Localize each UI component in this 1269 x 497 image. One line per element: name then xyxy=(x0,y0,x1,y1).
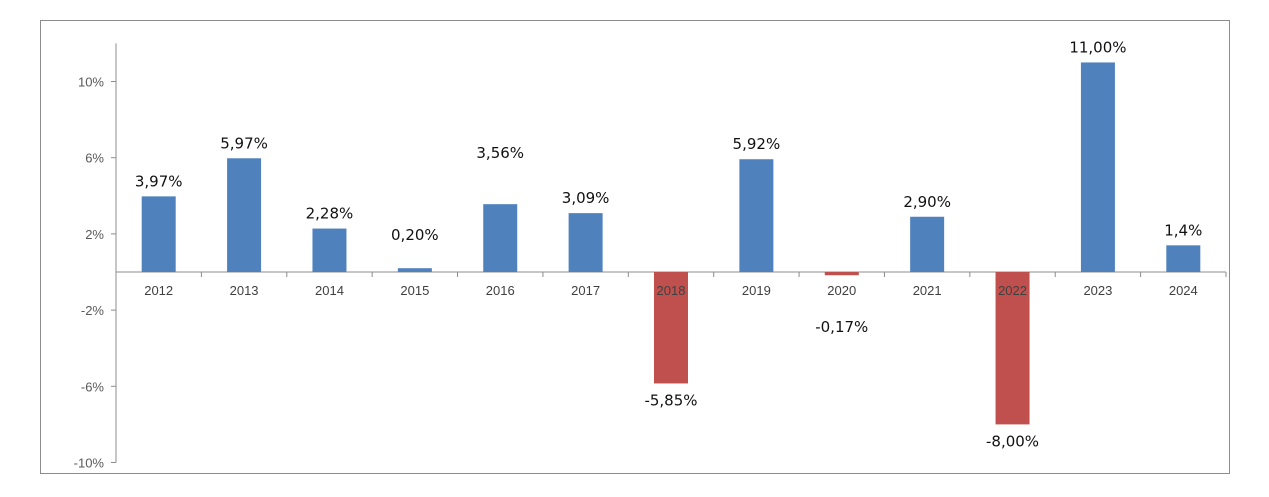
bar-2015 xyxy=(397,268,432,272)
data-label-2023: 11,00% xyxy=(1069,38,1126,56)
x-tick-label: 2017 xyxy=(571,283,600,298)
x-tick-label: 2022 xyxy=(998,283,1027,298)
bar-2020 xyxy=(824,272,859,276)
x-tick-label: 2012 xyxy=(144,283,173,298)
x-tick-label: 2014 xyxy=(315,283,344,298)
x-tick-label: 2021 xyxy=(913,283,942,298)
x-tick-label: 2020 xyxy=(827,283,856,298)
x-tick-label: 2024 xyxy=(1169,283,1198,298)
data-label-2021: 2,90% xyxy=(903,193,951,211)
x-tick-label: 2023 xyxy=(1083,283,1112,298)
bar-2013 xyxy=(227,158,262,272)
data-label-2020: -0,17% xyxy=(815,318,868,336)
data-label-2022: -8,00% xyxy=(986,432,1039,450)
x-tick-label: 2013 xyxy=(230,283,259,298)
x-tick-label: 2015 xyxy=(400,283,429,298)
chart-bars xyxy=(141,62,1201,425)
bar-2018 xyxy=(654,272,688,384)
x-tick-label: 2018 xyxy=(657,283,686,298)
chart-frame xyxy=(40,20,1230,474)
bar-2024 xyxy=(1166,245,1201,272)
bar-2016 xyxy=(483,204,518,272)
chart-labels: 2012 3,97% 2013 5,97% 2014 2,28% 2015 0,20% 2016… xyxy=(135,38,1202,450)
y-tick-label: -10% xyxy=(74,456,105,471)
data-label-2013: 5,97% xyxy=(220,134,268,152)
bar-2019 xyxy=(739,159,774,272)
x-tick-label: 2019 xyxy=(742,283,771,298)
y-tick-label: -6% xyxy=(81,379,105,394)
bar-2021 xyxy=(910,216,945,272)
data-label-2019: 5,92% xyxy=(733,135,781,153)
bar-2022 xyxy=(995,272,1030,425)
data-label-2016: 3,56% xyxy=(476,144,524,162)
bar-2012 xyxy=(141,196,176,272)
data-label-2014: 2,28% xyxy=(306,205,354,223)
bar-2023 xyxy=(1080,62,1115,273)
data-label-2017: 3,09% xyxy=(562,189,610,207)
data-label-2012: 3,97% xyxy=(135,172,183,190)
x-tick-label: 2016 xyxy=(486,283,515,298)
y-tick-label: 6% xyxy=(85,151,104,166)
y-tick-label: -2% xyxy=(81,303,105,318)
data-label-2024: 1,4% xyxy=(1164,221,1202,239)
data-label-2018: -5,85% xyxy=(644,391,697,409)
bar-2014 xyxy=(312,228,347,272)
y-tick-label: 2% xyxy=(85,227,104,242)
bar-2017 xyxy=(568,213,603,272)
y-tick-label: 10% xyxy=(78,75,104,90)
data-label-2015: 0,20% xyxy=(391,226,439,244)
